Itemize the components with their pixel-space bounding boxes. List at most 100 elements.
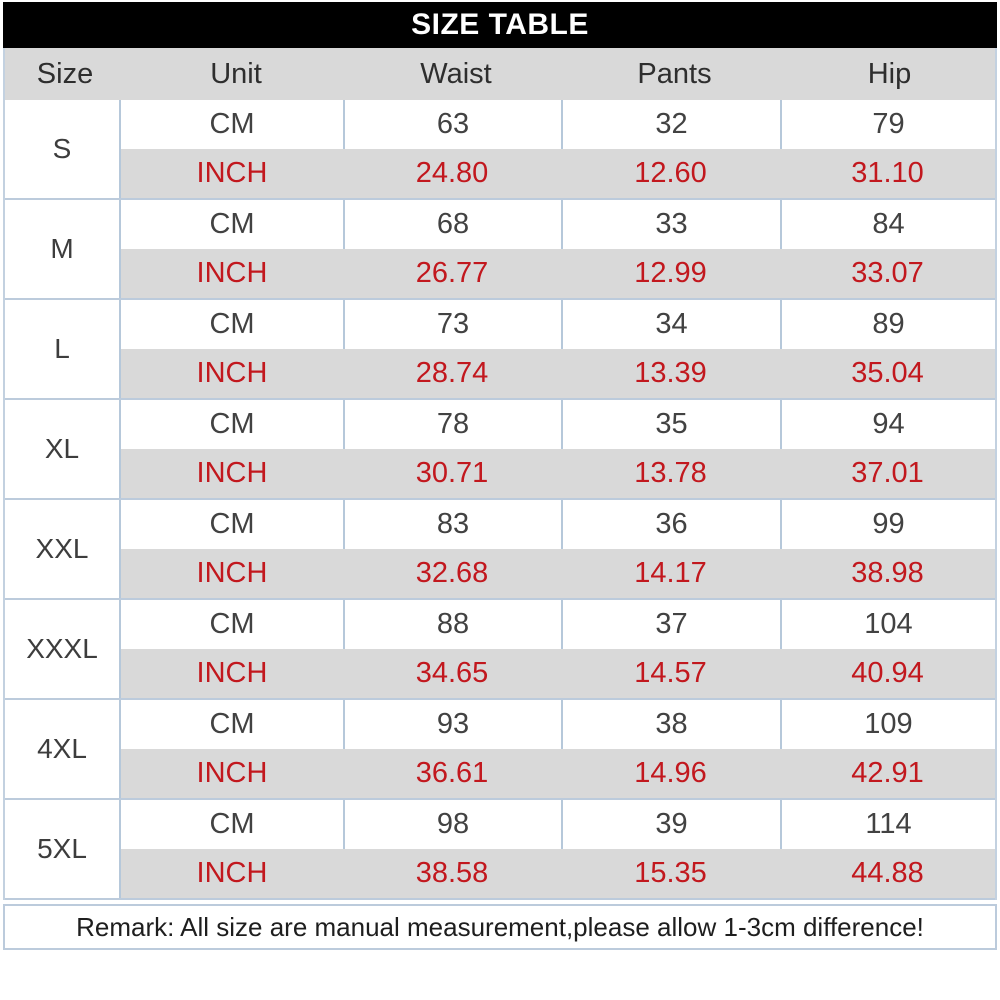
cm-row: CM 98 39 114 [121, 800, 995, 849]
size-label: 5XL [5, 800, 121, 898]
hip-cm-cell: 104 [780, 600, 995, 649]
column-header-waist: Waist [420, 57, 492, 90]
unit-inch-cell: INCH [196, 357, 268, 389]
inch-row: INCH 32.68 14.17 38.98 [121, 549, 995, 598]
hip-cm-cell: 99 [780, 500, 995, 549]
size-table: Size Unit Waist Pants Hip S CM 63 32 79 INCH 2… [3, 48, 997, 900]
remark-text: Remark: All size are manual measurement,… [76, 911, 924, 942]
unit-cm-cell: CM [209, 408, 255, 440]
unit-cm-cell: CM [209, 108, 255, 140]
size-label: S [5, 100, 121, 198]
hip-cm-cell: 94 [780, 400, 995, 449]
unit-cm-cell: CM [209, 308, 255, 340]
pants-inch-cell: 14.96 [634, 757, 707, 789]
waist-cm-cell: 73 [343, 300, 561, 349]
size-group-xxxl: XXXL CM 88 37 104 INCH 34.65 14.57 40.94 [5, 600, 995, 700]
unit-cm-cell: CM [209, 208, 255, 240]
size-label: XXXL [5, 600, 121, 698]
size-group-4xl: 4XL CM 93 38 109 INCH 36.61 14.96 42.91 [5, 700, 995, 800]
hip-inch-cell: 37.01 [851, 457, 924, 489]
hip-cm-cell: 109 [780, 700, 995, 749]
title-bar: SIZE TABLE [3, 2, 997, 48]
cm-row: CM 93 38 109 [121, 700, 995, 749]
hip-inch-cell: 35.04 [851, 357, 924, 389]
pants-cm-cell: 36 [561, 500, 780, 549]
unit-cm-cell: CM [209, 508, 255, 540]
hip-inch-cell: 40.94 [851, 657, 924, 689]
inch-row: INCH 36.61 14.96 42.91 [121, 749, 995, 798]
waist-cm-cell: 98 [343, 800, 561, 849]
hip-inch-cell: 44.88 [851, 857, 924, 889]
waist-inch-cell: 34.65 [415, 657, 489, 689]
column-header-pants: Pants [637, 57, 712, 90]
waist-inch-cell: 28.74 [415, 357, 489, 389]
unit-inch-cell: INCH [196, 557, 268, 589]
cm-row: CM 83 36 99 [121, 500, 995, 549]
hip-inch-cell: 33.07 [851, 257, 924, 289]
size-label: XL [5, 400, 121, 498]
unit-inch-cell: INCH [196, 657, 268, 689]
pants-cm-cell: 34 [561, 300, 780, 349]
waist-inch-cell: 38.58 [415, 857, 489, 889]
pants-inch-cell: 13.78 [634, 457, 707, 489]
cm-row: CM 78 35 94 [121, 400, 995, 449]
hip-cm-cell: 79 [780, 100, 995, 149]
remark-box: Remark: All size are manual measurement,… [3, 904, 997, 950]
waist-cm-cell: 78 [343, 400, 561, 449]
inch-row: INCH 34.65 14.57 40.94 [121, 649, 995, 698]
column-header-hip: Hip [867, 57, 912, 90]
cm-row: CM 88 37 104 [121, 600, 995, 649]
size-group-m: M CM 68 33 84 INCH 26.77 12.99 33.07 [5, 200, 995, 300]
waist-inch-cell: 30.71 [415, 457, 489, 489]
waist-inch-cell: 36.61 [415, 757, 489, 789]
pants-cm-cell: 37 [561, 600, 780, 649]
cm-row: CM 73 34 89 [121, 300, 995, 349]
pants-cm-cell: 38 [561, 700, 780, 749]
unit-cm-cell: CM [209, 708, 255, 740]
pants-inch-cell: 14.57 [634, 657, 707, 689]
column-header-unit: Unit [210, 57, 262, 90]
unit-inch-cell: INCH [196, 257, 268, 289]
pants-inch-cell: 12.99 [634, 257, 707, 289]
waist-cm-cell: 68 [343, 200, 561, 249]
pants-inch-cell: 15.35 [634, 857, 707, 889]
waist-inch-cell: 24.80 [415, 157, 489, 189]
size-label: L [5, 300, 121, 398]
waist-cm-cell: 93 [343, 700, 561, 749]
cm-row: CM 63 32 79 [121, 100, 995, 149]
size-group-5xl: 5XL CM 98 39 114 INCH 38.58 15.35 44.88 [5, 800, 995, 900]
hip-inch-cell: 42.91 [851, 757, 924, 789]
waist-inch-cell: 32.68 [415, 557, 489, 589]
inch-row: INCH 38.58 15.35 44.88 [121, 849, 995, 898]
size-label: XXL [5, 500, 121, 598]
hip-inch-cell: 31.10 [851, 157, 924, 189]
waist-cm-cell: 88 [343, 600, 561, 649]
cm-row: CM 68 33 84 [121, 200, 995, 249]
pants-cm-cell: 32 [561, 100, 780, 149]
inch-row: INCH 30.71 13.78 37.01 [121, 449, 995, 498]
inch-row: INCH 24.80 12.60 31.10 [121, 149, 995, 198]
waist-cm-cell: 63 [343, 100, 561, 149]
unit-inch-cell: INCH [196, 857, 268, 889]
unit-cm-cell: CM [209, 808, 255, 840]
size-group-s: S CM 63 32 79 INCH 24.80 12.60 31.10 [5, 100, 995, 200]
hip-inch-cell: 38.98 [851, 557, 924, 589]
size-group-l: L CM 73 34 89 INCH 28.74 13.39 35.04 [5, 300, 995, 400]
size-label: M [5, 200, 121, 298]
pants-inch-cell: 12.60 [634, 157, 707, 189]
unit-inch-cell: INCH [196, 457, 268, 489]
table-header-row: Size Unit Waist Pants Hip [5, 48, 995, 100]
inch-row: INCH 28.74 13.39 35.04 [121, 349, 995, 398]
pants-inch-cell: 13.39 [634, 357, 707, 389]
unit-inch-cell: INCH [196, 757, 268, 789]
size-label: 4XL [5, 700, 121, 798]
waist-cm-cell: 83 [343, 500, 561, 549]
pants-cm-cell: 39 [561, 800, 780, 849]
hip-cm-cell: 84 [780, 200, 995, 249]
pants-cm-cell: 35 [561, 400, 780, 449]
size-table-body: S CM 63 32 79 INCH 24.80 12.60 31.10 M CM 68 33 84 INC… [5, 100, 995, 900]
pants-cm-cell: 33 [561, 200, 780, 249]
column-header-size: Size [36, 57, 94, 90]
size-group-xxl: XXL CM 83 36 99 INCH 32.68 14.17 38.98 [5, 500, 995, 600]
